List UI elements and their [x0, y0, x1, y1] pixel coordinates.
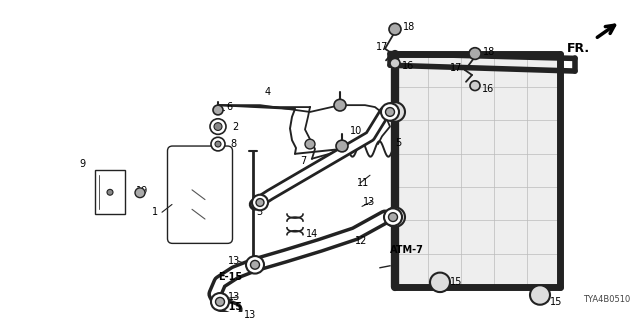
- FancyBboxPatch shape: [168, 146, 232, 244]
- Circle shape: [305, 139, 315, 149]
- Text: TYA4B0510: TYA4B0510: [583, 295, 630, 304]
- Circle shape: [389, 23, 401, 35]
- Circle shape: [246, 256, 264, 274]
- Circle shape: [252, 195, 268, 210]
- Text: 15: 15: [550, 297, 563, 307]
- Circle shape: [388, 213, 397, 221]
- Text: 3: 3: [256, 207, 262, 217]
- Circle shape: [385, 108, 394, 116]
- Text: 18: 18: [403, 22, 415, 32]
- Circle shape: [336, 140, 348, 152]
- Circle shape: [250, 260, 259, 269]
- Bar: [395, 53, 560, 287]
- Text: 14: 14: [306, 229, 318, 239]
- Text: 2: 2: [232, 122, 238, 132]
- Text: ATM-7: ATM-7: [390, 245, 424, 255]
- Text: 7: 7: [300, 156, 307, 166]
- Circle shape: [334, 99, 346, 111]
- Circle shape: [214, 123, 222, 131]
- Circle shape: [107, 189, 113, 195]
- Bar: [95, 170, 125, 214]
- Text: 4: 4: [265, 87, 271, 97]
- Text: 9: 9: [80, 158, 86, 169]
- Text: FR.: FR.: [567, 42, 590, 55]
- Circle shape: [211, 293, 229, 311]
- Text: 10: 10: [350, 126, 362, 136]
- Text: 6: 6: [226, 102, 232, 112]
- Circle shape: [256, 199, 264, 206]
- Text: 15: 15: [450, 277, 462, 287]
- Circle shape: [385, 102, 405, 122]
- Text: 1: 1: [152, 207, 158, 217]
- Circle shape: [216, 297, 225, 306]
- Circle shape: [213, 105, 223, 115]
- Text: 8: 8: [230, 139, 236, 149]
- Text: E-15: E-15: [218, 302, 242, 312]
- Text: 13: 13: [228, 256, 240, 266]
- Text: 11: 11: [357, 178, 369, 188]
- Circle shape: [470, 81, 480, 91]
- Circle shape: [469, 48, 481, 60]
- Text: 19: 19: [136, 186, 148, 196]
- Text: 18: 18: [483, 47, 495, 57]
- Circle shape: [384, 208, 402, 226]
- Circle shape: [210, 119, 226, 134]
- Circle shape: [381, 103, 399, 121]
- Circle shape: [215, 141, 221, 147]
- Text: 16: 16: [482, 84, 494, 93]
- Text: 16: 16: [402, 61, 414, 71]
- Circle shape: [390, 59, 400, 68]
- Circle shape: [211, 137, 225, 151]
- Circle shape: [135, 188, 145, 198]
- Text: 13: 13: [244, 309, 256, 320]
- Circle shape: [530, 285, 550, 305]
- Text: E-15: E-15: [218, 272, 242, 283]
- Text: 13: 13: [228, 292, 240, 302]
- Text: 12: 12: [355, 236, 367, 246]
- Circle shape: [430, 273, 450, 292]
- Text: 13: 13: [363, 196, 375, 206]
- Text: 5: 5: [395, 138, 401, 148]
- Text: 17: 17: [376, 42, 388, 52]
- Circle shape: [385, 207, 405, 227]
- Text: 17: 17: [450, 63, 462, 73]
